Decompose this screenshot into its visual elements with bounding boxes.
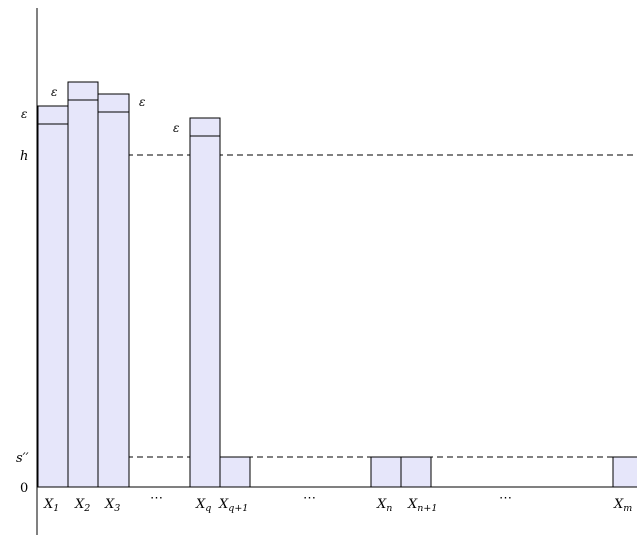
epsilon-label-xq: ε — [173, 121, 179, 135]
bar-xn1 — [400, 456, 432, 488]
bar-x3 — [97, 93, 130, 488]
column-label-x3: X3 — [104, 497, 120, 514]
y-label-s-double-prime: s′′ — [16, 451, 29, 466]
bar-x1 — [37, 105, 69, 488]
column-label-x2: X2 — [74, 497, 90, 514]
epsilon-label-x3: ε — [139, 95, 145, 109]
y-label-zero: 0 — [20, 481, 28, 496]
y-label-h: h — [20, 149, 28, 164]
bar-x2 — [67, 81, 99, 488]
column-label-xq: Xq — [195, 497, 211, 514]
bar-xq1 — [219, 456, 251, 488]
column-label-xn1: Xn+1 — [407, 497, 437, 514]
ellipsis-3: ⋯ — [499, 491, 512, 506]
ellipsis-1: ⋯ — [150, 491, 163, 506]
column-label-xn: Xn — [376, 497, 392, 514]
column-label-xq1: Xq+1 — [218, 497, 248, 514]
bar-xn — [370, 456, 402, 488]
bar-xq — [189, 117, 221, 488]
epsilon-label-x1: ε — [51, 85, 57, 99]
ellipsis-2: ⋯ — [303, 491, 316, 506]
column-label-x1: X1 — [43, 497, 59, 514]
y-label-epsilon: ε — [21, 107, 27, 121]
column-label-xm: Xm — [613, 497, 632, 514]
bar-xm — [612, 456, 637, 488]
